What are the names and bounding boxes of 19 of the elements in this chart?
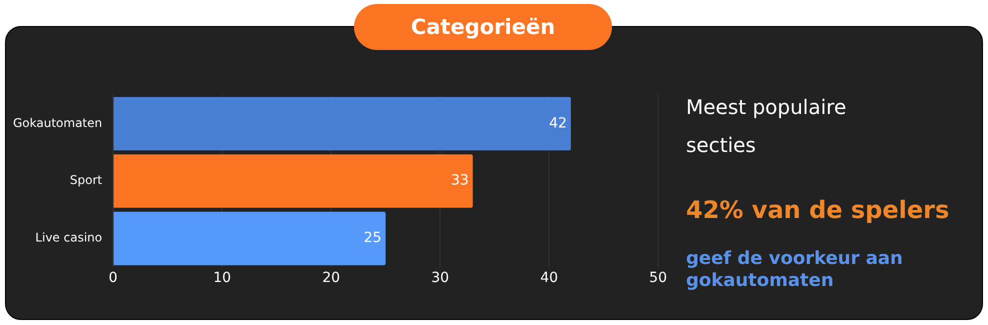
y-tick-label: Sport (70, 173, 102, 188)
x-tick-label: 30 (431, 270, 450, 286)
x-tick-label: 0 (108, 270, 118, 286)
x-tick-label: 10 (213, 270, 232, 286)
data-label: 25 (364, 230, 382, 246)
bar (114, 97, 571, 150)
chart-title: Categorieën (354, 4, 612, 50)
text: 42% van de spelers (686, 196, 950, 224)
text: Meest populaire secties (686, 94, 848, 159)
y-tick-label: Live casino (35, 230, 102, 245)
x-tick-label: 50 (649, 270, 668, 286)
y-tick-label: Gokautomaten (12, 116, 102, 130)
bar (114, 154, 473, 208)
text: geef de voorkeur aan gokautomaten (686, 248, 904, 292)
data-label: 33 (450, 172, 469, 189)
x-tick-label: 40 (540, 270, 558, 286)
data-label: 42 (549, 115, 567, 132)
bar (114, 212, 386, 266)
x-tick-label: 20 (322, 270, 340, 286)
